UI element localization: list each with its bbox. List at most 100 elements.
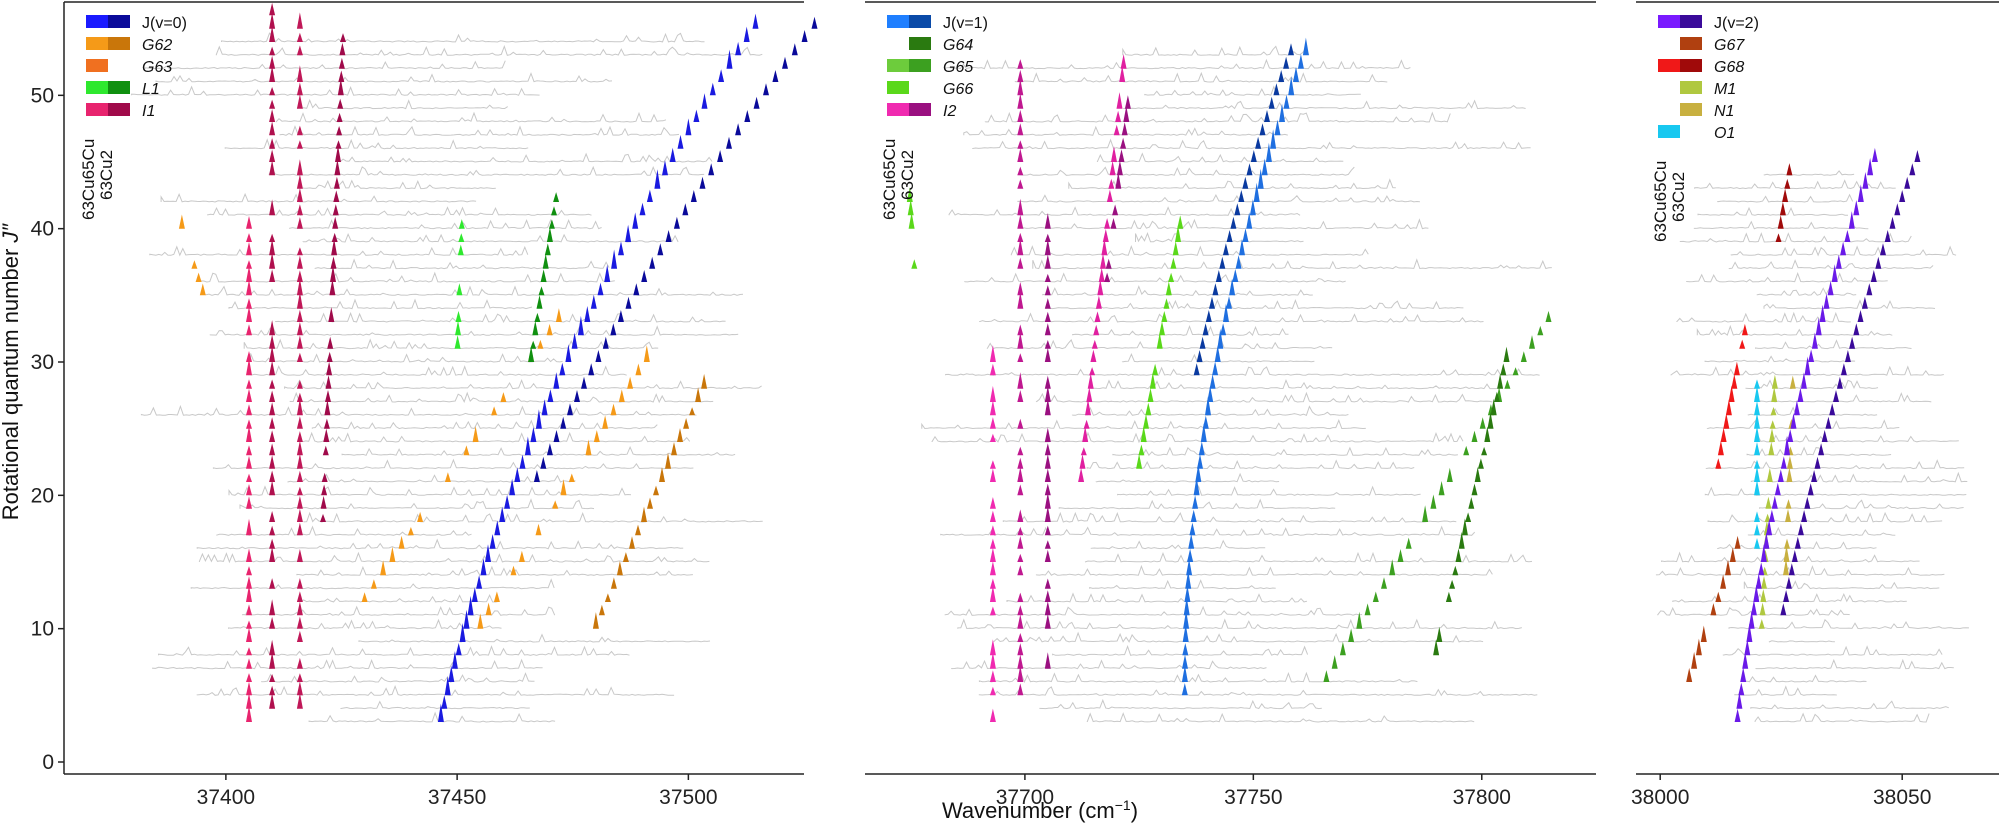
band-line-peak — [1788, 563, 1795, 576]
isotopologue-label-top: 63Cu65Cu — [880, 139, 899, 220]
y-tick-label: 0 — [42, 751, 54, 774]
band-line-peak — [471, 587, 478, 602]
assigned-line-peak — [1044, 443, 1051, 456]
assigned-line-peak — [1497, 373, 1504, 389]
assigned-line-peak — [1731, 374, 1738, 389]
assigned-line-peak — [246, 266, 252, 282]
band-line-peak — [1884, 230, 1891, 242]
assigned-line-peak — [1784, 538, 1790, 549]
band-line-peak — [1814, 456, 1821, 469]
band-line-peak — [1181, 665, 1188, 682]
assigned-line-peak — [616, 561, 623, 576]
assigned-line-peak — [535, 523, 542, 536]
assigned-line-peak — [1113, 124, 1120, 136]
spectrum-trace — [1122, 45, 1310, 56]
band-line-peak — [1774, 482, 1781, 496]
assigned-line-peak — [296, 125, 303, 136]
assigned-line-peak — [485, 602, 492, 616]
assigned-line-peak — [1106, 189, 1113, 202]
band-line-peak — [708, 163, 715, 176]
assigned-line-peak — [536, 295, 543, 309]
y-tick-label: 40 — [31, 218, 54, 241]
spectrum-trace — [1707, 511, 1943, 523]
spectrum-trace — [196, 538, 684, 550]
assigned-line-peak — [989, 686, 996, 696]
assigned-line-peak — [989, 363, 996, 376]
assigned-line-peak — [622, 552, 629, 562]
assigned-line-peak — [989, 460, 996, 469]
spectrum-trace — [200, 271, 615, 283]
line-clusters — [906, 54, 1552, 722]
assigned-line-peak — [540, 269, 547, 282]
assigned-line-peak — [296, 270, 303, 282]
band-line-peak — [1283, 94, 1290, 109]
assigned-line-peak — [1479, 417, 1486, 429]
assigned-line-peak — [1123, 106, 1130, 122]
spectrum-trace — [964, 272, 1346, 283]
assigned-line-peak — [323, 428, 330, 442]
assigned-line-peak — [1098, 267, 1105, 282]
assigned-line-peak — [989, 385, 996, 402]
y-tick-label: 30 — [31, 351, 54, 374]
assigned-line-peak — [417, 511, 424, 522]
spectrum-trace — [944, 58, 1411, 70]
assigned-line-peak — [455, 320, 461, 336]
band-line-peak — [1215, 270, 1222, 282]
band-line-peak — [1750, 600, 1757, 616]
band-line-peak — [1185, 570, 1192, 589]
spectrum-trace — [279, 125, 680, 136]
assigned-line-peak — [1044, 578, 1051, 589]
assigned-line-peak — [1159, 321, 1165, 336]
spectrum-trace — [1095, 472, 1280, 483]
assigned-line-peak — [1017, 232, 1024, 242]
assigned-line-peak — [989, 606, 996, 616]
band-line-peak — [693, 109, 700, 122]
assigned-line-peak — [1381, 577, 1387, 589]
assigned-line-peak — [1093, 324, 1100, 336]
y-tick-label: 10 — [31, 618, 54, 641]
band-line-peak — [441, 695, 448, 709]
assigned-line-peak — [320, 513, 326, 522]
assigned-line-peak — [1044, 311, 1051, 322]
band-line-peak — [752, 13, 759, 29]
assigned-line-peak — [269, 345, 276, 362]
assigned-line-peak — [1017, 683, 1024, 696]
band-line-peak — [1853, 200, 1860, 216]
assigned-line-peak — [1436, 626, 1443, 642]
assigned-line-peak — [500, 392, 507, 402]
legend-swatch — [1680, 15, 1702, 28]
legend-swatch — [1658, 15, 1680, 28]
band-line-peak — [625, 224, 632, 242]
assigned-line-peak — [246, 306, 252, 322]
assigned-line-peak — [641, 506, 647, 522]
spectrum-trace — [1696, 324, 1893, 337]
band-line-peak — [1833, 390, 1839, 402]
band-line-peak — [1763, 532, 1770, 549]
assigned-line-peak — [246, 647, 252, 656]
band-line-peak — [1807, 483, 1814, 496]
assigned-line-peak — [1789, 375, 1796, 389]
band-line-peak — [1288, 76, 1295, 96]
spectrum-trace — [131, 85, 540, 96]
band-line-peak — [444, 676, 451, 696]
band-line-peak — [1181, 683, 1188, 696]
assigned-line-peak — [456, 283, 463, 296]
assigned-line-peak — [1170, 257, 1177, 269]
assigned-line-peak — [246, 585, 252, 602]
band-line-peak — [1261, 158, 1268, 176]
assigned-line-peak — [989, 652, 996, 669]
spectrum-trace — [984, 111, 1451, 123]
band-line-peak — [1192, 495, 1199, 509]
band-line-peak — [1862, 172, 1869, 189]
spectrum-trace — [1754, 712, 1930, 723]
assigned-line-peak — [296, 601, 303, 616]
band-line-peak — [1219, 256, 1226, 269]
assigned-line-peak — [1104, 272, 1111, 282]
assigned-line-peak — [989, 547, 996, 562]
band-line-peak — [504, 494, 511, 509]
assigned-line-peak — [296, 255, 303, 269]
assigned-line-peak — [1769, 420, 1776, 429]
assigned-line-peak — [296, 291, 303, 309]
spectrum-trace — [1679, 232, 1912, 243]
